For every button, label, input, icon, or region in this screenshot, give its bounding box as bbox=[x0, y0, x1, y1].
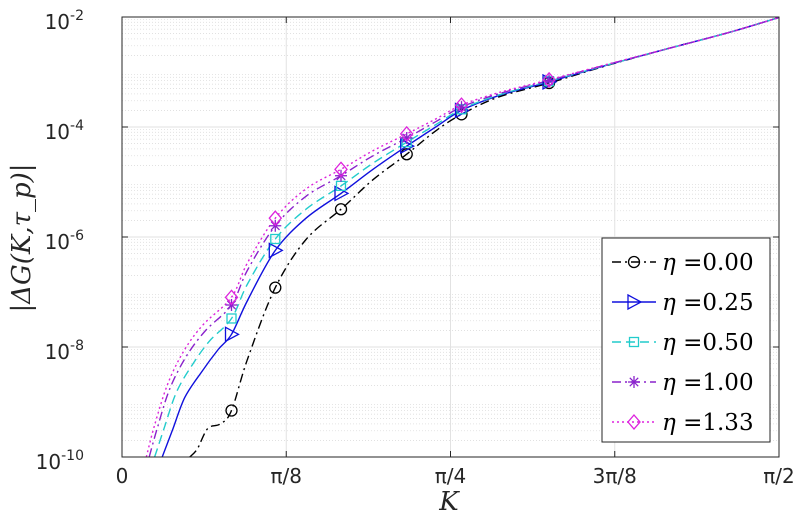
y-tick-label: 10-4 bbox=[45, 118, 85, 144]
x-tick-label: 3π/8 bbox=[593, 464, 637, 488]
series-line-0 bbox=[189, 16, 780, 458]
series-markers bbox=[224, 71, 558, 417]
legend-item-2: η =0.50 bbox=[612, 330, 754, 356]
x-tick-label: π/4 bbox=[435, 464, 467, 488]
marker-4-5 bbox=[542, 71, 556, 88]
marker-0-0 bbox=[225, 404, 238, 417]
legend-marker bbox=[627, 293, 643, 311]
x-tick-label: 0 bbox=[116, 464, 129, 488]
legend-item-3: η =1.00 bbox=[612, 370, 754, 396]
y-axis-label: |ΔG(K,τ_p)| bbox=[7, 163, 37, 312]
legend-label: η =1.00 bbox=[662, 370, 754, 396]
legend-marker bbox=[627, 255, 641, 269]
x-tick-label: π/2 bbox=[763, 464, 795, 488]
x-tick-label: π/8 bbox=[270, 464, 302, 488]
series-line-2 bbox=[153, 16, 780, 458]
asterisk-stroke bbox=[456, 102, 467, 112]
legend: η =0.00 η =0.25 η =0.50 η =1.00 η =1.33 bbox=[601, 237, 771, 443]
marker-3-5 bbox=[543, 74, 556, 87]
asterisk-stroke bbox=[402, 133, 412, 143]
x-axis-label: K bbox=[438, 487, 460, 517]
series-line-3 bbox=[148, 16, 780, 458]
legend-label: η =0.00 bbox=[662, 250, 754, 276]
marker-0-3 bbox=[400, 148, 413, 161]
legend-item-0: η =0.00 bbox=[612, 250, 754, 276]
legend-marker bbox=[628, 336, 640, 348]
asterisk-stroke bbox=[629, 377, 639, 387]
marker-0-1 bbox=[269, 281, 282, 294]
legend-item-4: η =1.33 bbox=[612, 410, 754, 436]
axis-ticks bbox=[121, 16, 780, 458]
marker-4-1 bbox=[268, 210, 283, 227]
x-tick-labels: 0 π/8 π/4 3π/8 π/2 bbox=[116, 464, 795, 488]
series-line-4 bbox=[145, 16, 780, 458]
marker-4-2 bbox=[334, 161, 348, 178]
marker-2-1 bbox=[270, 233, 281, 245]
series-lines bbox=[145, 16, 780, 458]
series-line-1 bbox=[161, 16, 780, 458]
y-tick-labels: 10-10 10-8 10-6 10-4 10-2 bbox=[36, 8, 84, 474]
y-tick-label: 10-6 bbox=[45, 228, 85, 254]
marker-4-0 bbox=[224, 289, 239, 306]
marker-1-1 bbox=[268, 242, 284, 259]
marker-4-4 bbox=[454, 97, 469, 114]
legend-item-1: η =0.25 bbox=[612, 290, 754, 316]
marker-1-0 bbox=[224, 326, 240, 343]
y-tick-label: 10-8 bbox=[45, 338, 84, 364]
y-tick-label: 10-10 bbox=[36, 448, 84, 474]
marker-4-3 bbox=[399, 125, 414, 142]
marker-0-2 bbox=[334, 203, 348, 216]
legend-label: η =0.50 bbox=[662, 330, 754, 356]
legend-label: η =0.25 bbox=[662, 290, 754, 316]
legend-marker bbox=[628, 376, 640, 388]
marker-2-0 bbox=[226, 313, 237, 324]
legend-label: η =1.33 bbox=[662, 410, 754, 436]
marker-3-3 bbox=[400, 132, 413, 145]
y-tick-label: 10-2 bbox=[45, 8, 84, 34]
legend-marker bbox=[627, 414, 641, 430]
